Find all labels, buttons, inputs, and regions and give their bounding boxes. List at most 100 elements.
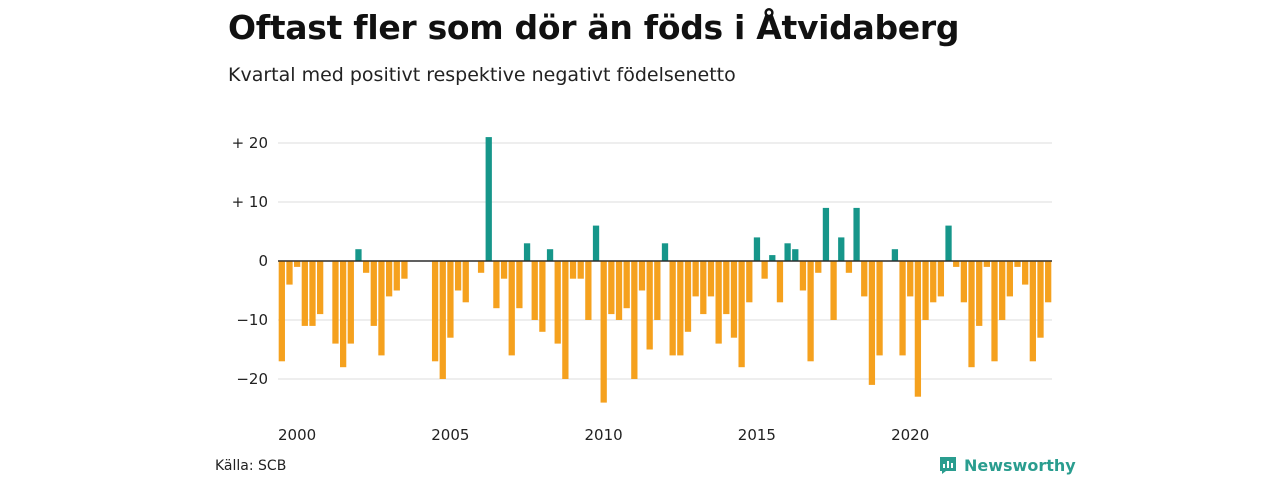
bar: [286, 261, 293, 285]
bar: [700, 261, 707, 315]
bar: [769, 255, 776, 261]
bar: [953, 261, 960, 267]
bar: [868, 261, 876, 385]
bar: [968, 261, 975, 368]
bar: [983, 261, 990, 267]
bar: [669, 261, 676, 356]
bar-chart: + 20 + 10 0 −10 −20 2000 2005 2010 2015 2020: [232, 134, 1052, 444]
y-tick-label: + 10: [232, 193, 268, 211]
bar: [500, 261, 508, 279]
bar: [393, 261, 400, 291]
bar: [294, 261, 301, 267]
bar: [991, 261, 998, 362]
x-tick-label: 2010: [585, 426, 623, 444]
bar: [677, 261, 684, 356]
bar: [899, 261, 906, 356]
chart-subtitle: Kvartal med positivt respektive negativt…: [228, 64, 736, 86]
bar: [723, 261, 730, 315]
x-tick-label: 2000: [278, 426, 316, 444]
bar: [1006, 261, 1013, 297]
bar: [301, 261, 308, 326]
bar: [1037, 261, 1044, 338]
bar: [332, 261, 339, 344]
bar: [600, 261, 607, 403]
bar: [661, 243, 669, 261]
bar: [838, 237, 845, 261]
bar: [569, 261, 577, 279]
x-tick-label: 2015: [738, 426, 776, 444]
bar: [976, 261, 983, 326]
bar: [531, 261, 538, 320]
bar: [730, 261, 738, 338]
bar: [546, 249, 554, 261]
bar: [930, 261, 937, 303]
bar: [385, 261, 393, 297]
bar: [761, 261, 768, 279]
bar: [999, 261, 1006, 320]
bar: [738, 261, 745, 368]
bar: [477, 261, 485, 273]
y-tick-label: + 20: [232, 134, 268, 152]
bar: [370, 261, 377, 326]
x-tick-label: 2020: [891, 426, 929, 444]
y-axis-ticks: + 20 + 10 0 −10 −20: [232, 134, 268, 388]
bar: [447, 261, 454, 338]
bar: [577, 261, 584, 279]
bar: [401, 261, 408, 279]
bar: [845, 261, 853, 273]
bar: [891, 249, 899, 261]
bar: [554, 261, 561, 344]
bar: [822, 207, 830, 261]
bar: [1045, 261, 1052, 303]
bar: [654, 261, 661, 320]
bar: [861, 261, 868, 297]
bar: [615, 261, 623, 320]
bar: [278, 261, 285, 362]
bar: [784, 243, 791, 261]
bar: [1029, 261, 1036, 362]
bar: [638, 261, 646, 291]
bar: [715, 261, 722, 344]
bar: [317, 261, 324, 315]
bar: [523, 243, 531, 261]
bar: [562, 261, 569, 379]
bar: [907, 261, 914, 297]
bar: [585, 261, 592, 320]
bar: [347, 261, 354, 344]
bars: [278, 137, 1052, 403]
bar: [776, 261, 784, 303]
bar: [1022, 261, 1029, 285]
bar: [646, 261, 653, 350]
bar: [623, 261, 630, 309]
bar: [876, 261, 883, 356]
y-tick-label: −10: [236, 311, 268, 329]
bar: [485, 137, 492, 261]
bar: [309, 261, 316, 326]
bar: [799, 261, 807, 291]
bar: [431, 261, 439, 362]
bar: [454, 261, 462, 291]
source-note: Källa: SCB: [215, 458, 287, 474]
bar: [830, 261, 837, 320]
brand-name: Newsworthy: [964, 455, 1076, 475]
bar: [922, 261, 929, 320]
bar: [937, 261, 945, 297]
bar: [340, 261, 347, 368]
newsworthy-logo-icon: [940, 457, 956, 474]
bar: [631, 261, 638, 379]
bar: [707, 261, 715, 297]
bar: [960, 261, 968, 303]
bar: [493, 261, 500, 309]
x-tick-label: 2005: [431, 426, 469, 444]
bar: [692, 261, 699, 297]
bar: [853, 207, 860, 261]
y-tick-label: −20: [236, 370, 268, 388]
bar: [807, 261, 814, 362]
brand-logo: Newsworthy: [938, 455, 1076, 475]
y-tick-label: 0: [258, 252, 268, 270]
bar: [362, 261, 370, 273]
bar: [355, 249, 362, 261]
bar: [684, 261, 692, 332]
bar: [592, 225, 600, 261]
x-axis-ticks: 2000 2005 2010 2015 2020: [278, 426, 929, 444]
